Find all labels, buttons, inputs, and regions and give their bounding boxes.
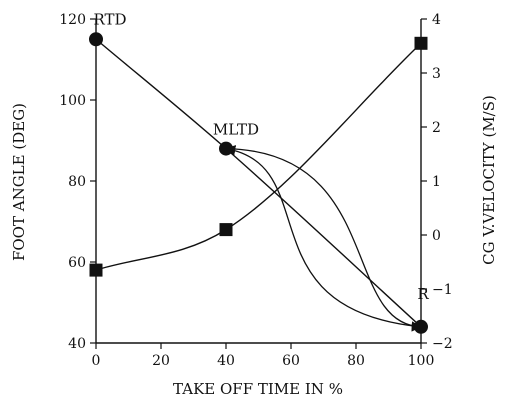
x-axis-title: TAKE OFF TIME IN % [173, 380, 343, 398]
axes [90, 18, 427, 349]
y-right-tick-label: 0 [432, 228, 441, 244]
x-tick-label: 80 [347, 353, 365, 369]
y-left-tick-label: 80 [68, 174, 86, 190]
x-tick-label: 60 [282, 353, 300, 369]
y-right-tick-label: 4 [432, 12, 441, 28]
annotation-rtd: RTD [93, 10, 126, 28]
y-axis-left-title: FOOT ANGLE (DEG) [10, 103, 28, 261]
y-right-tick-label: 3 [432, 66, 441, 82]
annotation-mltd: MLTD [213, 121, 259, 139]
transition-arrow [224, 145, 422, 328]
x-tick-label: 0 [92, 353, 101, 369]
annotation-r: R [417, 285, 429, 303]
data-point-circle [219, 141, 233, 156]
y-left-tick-label: 40 [68, 336, 86, 352]
data-point-square [219, 223, 233, 237]
x-tick-label: 20 [152, 353, 170, 369]
y-left-tick-label: 100 [59, 93, 86, 109]
x-tick-label: 100 [408, 353, 435, 369]
transition-arrow [225, 147, 423, 332]
y-right-tick-label: −1 [432, 282, 453, 298]
data-point-square [89, 263, 103, 277]
chart-text: TAKE OFF TIME IN % FOOT ANGLE (DEG) CG V… [10, 10, 498, 398]
x-tick-label: 40 [217, 353, 235, 369]
y-left-tick-label: 120 [59, 12, 86, 28]
series-lines [95, 38, 423, 332]
y-right-tick-label: 1 [432, 174, 441, 190]
y-left-tick-label: 60 [68, 255, 86, 271]
data-point-square [414, 36, 428, 50]
y-right-tick-label: 2 [432, 120, 441, 136]
data-point-circle [89, 32, 103, 47]
y-axis-right-title: CG V.VELOCITY (M/S) [480, 95, 498, 265]
data-point-circle [414, 319, 428, 334]
series-line-2 [95, 42, 422, 271]
series-markers [89, 32, 428, 334]
y-right-tick-label: −2 [432, 336, 453, 352]
